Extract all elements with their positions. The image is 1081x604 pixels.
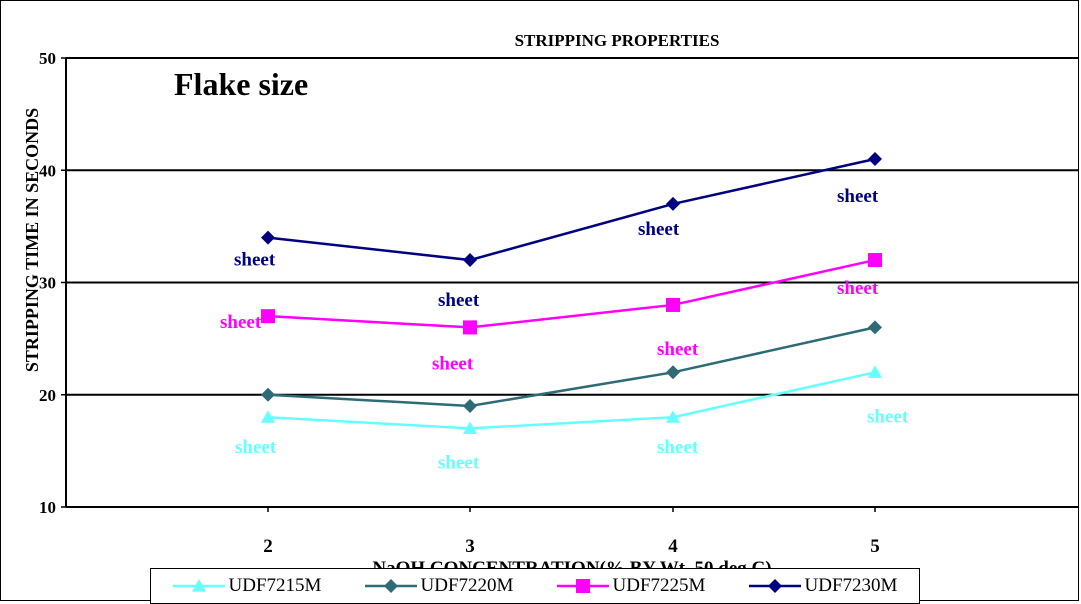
legend-item: UDF7220M <box>364 575 514 597</box>
chart-title: STRIPPING PROPERTIES <box>515 31 720 50</box>
data-point <box>767 579 782 593</box>
series-line <box>267 326 876 408</box>
y-tick-label: 20 <box>39 386 56 405</box>
data-point <box>261 410 275 423</box>
series-layer <box>261 152 882 435</box>
data-point <box>666 410 680 423</box>
y-tick-label: 50 <box>39 49 56 68</box>
point-label-sheet: sheet <box>657 339 699 360</box>
data-point <box>191 579 206 592</box>
data-point <box>868 365 882 378</box>
point-label-sheet: sheet <box>234 250 276 271</box>
series-line <box>267 157 876 262</box>
grid-lines <box>66 169 1078 396</box>
data-point <box>868 152 882 167</box>
point-label-sheet: sheet <box>438 452 480 473</box>
data-point <box>868 253 882 268</box>
legend-item: UDF7230M <box>748 575 898 597</box>
x-tick-label: 3 <box>465 536 475 557</box>
series-udf7215m <box>261 365 882 435</box>
legend-swatch <box>172 579 225 592</box>
flake-size-annotation: Flake size <box>174 66 308 102</box>
legend-item: UDF7215M <box>172 575 322 597</box>
data-point <box>575 579 590 593</box>
y-axis-title: STRIPPING TIME IN SECONDS <box>22 108 42 372</box>
legend-swatch <box>556 579 609 593</box>
data-point <box>666 365 680 380</box>
point-label-sheet: sheet <box>837 186 879 207</box>
legend-label: UDF7230M <box>804 575 898 596</box>
legend-swatch <box>364 579 417 593</box>
series-line <box>267 258 876 329</box>
data-point <box>463 398 477 413</box>
x-tick-label: 4 <box>668 536 678 557</box>
data-point <box>463 320 477 335</box>
point-label-sheet: sheet <box>837 278 879 299</box>
legend-label: UDF7220M <box>420 575 514 596</box>
data-point <box>261 309 275 324</box>
series-udf7225m <box>261 253 882 335</box>
point-label-sheet: sheet <box>638 219 680 240</box>
data-point <box>261 387 275 402</box>
y-tick-label: 40 <box>39 161 56 180</box>
x-tick-label: 2 <box>263 536 273 557</box>
series-udf7220m <box>261 320 882 413</box>
y-tick-label: 10 <box>39 498 56 517</box>
point-label-sheet: sheet <box>438 290 480 311</box>
point-label-sheet: sheet <box>432 353 474 374</box>
point-label-sheet: sheet <box>220 312 262 333</box>
series-udf7230m <box>261 152 882 268</box>
data-point <box>383 579 398 593</box>
legend: UDF7215M UDF7220M UDF7225M UDF7230M <box>150 568 920 604</box>
axes: 10 20 30 40 50 2 3 4 5 <box>39 49 1078 557</box>
point-label-sheet: sheet <box>867 406 909 427</box>
data-point <box>666 196 680 211</box>
legend-label: UDF7215M <box>228 575 322 596</box>
data-point <box>868 320 882 335</box>
data-point <box>463 421 477 435</box>
x-tick-label: 5 <box>870 536 880 557</box>
data-point <box>261 230 275 245</box>
point-label-sheet: sheet <box>657 437 699 458</box>
legend-item: UDF7225M <box>556 575 706 597</box>
point-label-sheet: sheet <box>235 437 277 458</box>
series-line <box>267 371 876 430</box>
point-labels: sheet sheet sheet sheet sheet sheet sheet sheet… <box>220 186 909 473</box>
legend-label: UDF7225M <box>612 575 706 596</box>
data-point <box>666 297 680 312</box>
legend-swatch <box>748 579 801 593</box>
data-point <box>463 253 477 268</box>
y-tick-label: 30 <box>39 274 56 293</box>
